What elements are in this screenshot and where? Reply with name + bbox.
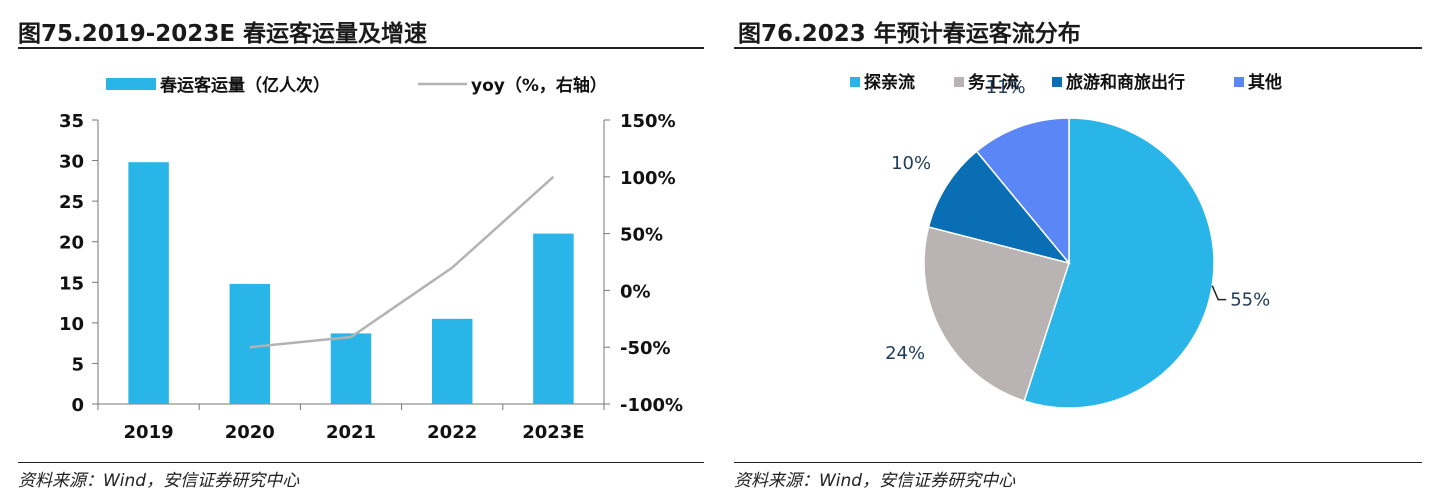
bar-2022 (432, 319, 472, 404)
x-tick-label: 2022 (427, 422, 477, 443)
bar-2021 (331, 333, 371, 404)
legend-label-volume: 春运客运量（亿人次） (160, 75, 330, 96)
pie-value-label: 11% (986, 77, 1026, 98)
right-y-tick-label: -50% (620, 338, 671, 359)
pie-legend-label: 其他 (1248, 72, 1282, 93)
right-y-tick-label: 100% (620, 168, 676, 189)
x-tick-label: 2021 (326, 422, 376, 443)
left-y-tick-label: 20 (59, 233, 84, 254)
right-y-tick-label: 0% (620, 281, 651, 302)
left-y-tick-label: 5 (71, 354, 84, 375)
pie-value-label: 10% (891, 153, 931, 174)
left-source-note: 资料来源：Wind，安信证券研究中心 (18, 466, 299, 491)
left-source-rule (18, 462, 704, 463)
x-tick-label: 2019 (124, 422, 174, 443)
yoy-line (250, 177, 554, 347)
pie-value-label: 55% (1230, 290, 1270, 311)
left-y-tick-label: 35 (59, 111, 84, 132)
left-y-tick-label: 30 (59, 152, 84, 173)
bar-2019 (128, 162, 168, 404)
bar-chart-bars (128, 162, 573, 404)
right-y-tick-label: 50% (620, 225, 663, 246)
left-figure-title: 图75.2019-2023E 春运客运量及增速 (18, 14, 427, 48)
left-title-rule (18, 47, 704, 49)
pie-leader-line (1212, 286, 1226, 300)
left-y-tick-label: 0 (71, 395, 84, 416)
x-tick-label: 2020 (225, 422, 275, 443)
bar-chart-legend: 春运客运量（亿人次） yoy（%，右轴） (106, 75, 607, 96)
left-y-tick-label: 15 (59, 273, 84, 294)
right-source-rule (734, 462, 1422, 463)
pie-chart-slices (924, 118, 1214, 408)
bar-chart-yoy-line (250, 177, 554, 348)
bar-2020 (230, 284, 270, 404)
right-y-tick-label: -100% (620, 395, 683, 416)
pie-legend-swatch (1234, 77, 1244, 87)
left-y-tick-label: 25 (59, 192, 84, 213)
legend-swatch-volume (106, 78, 156, 90)
left-y-tick-label: 10 (59, 314, 84, 335)
pie-legend-swatch (1052, 77, 1062, 87)
pie-legend-swatch (954, 77, 964, 87)
right-title-rule (734, 47, 1422, 49)
pie-value-label: 24% (885, 343, 925, 364)
right-y-tick-label: 150% (620, 111, 676, 132)
pie-chart: 探亲流务工流旅游和商旅出行其他 55%24%10%11% (734, 50, 1430, 470)
right-figure-title: 图76.2023 年预计春运客流分布 (738, 14, 1081, 48)
pie-chart-legend: 探亲流务工流旅游和商旅出行其他 (850, 72, 1282, 93)
legend-label-yoy: yoy（%，右轴） (471, 75, 607, 96)
right-source-note: 资料来源：Wind，安信证券研究中心 (734, 466, 1015, 491)
bar-line-chart: 春运客运量（亿人次） yoy（%，右轴） 0 5 10 15 20 25 30 35 -100%… (0, 50, 710, 500)
right-figure-panel: 图76.2023 年预计春运客流分布 探亲流务工流旅游和商旅出行其他 55%24… (734, 0, 1430, 499)
pie-legend-label: 旅游和商旅出行 (1066, 72, 1185, 93)
left-figure-panel: 图75.2019-2023E 春运客运量及增速 春运客运量（亿人次） yoy（%… (0, 0, 710, 499)
pie-legend-label: 探亲流 (864, 72, 915, 93)
pie-legend-swatch (850, 77, 860, 87)
x-tick-label: 2023E (522, 422, 584, 443)
bar-2023E (533, 234, 573, 404)
